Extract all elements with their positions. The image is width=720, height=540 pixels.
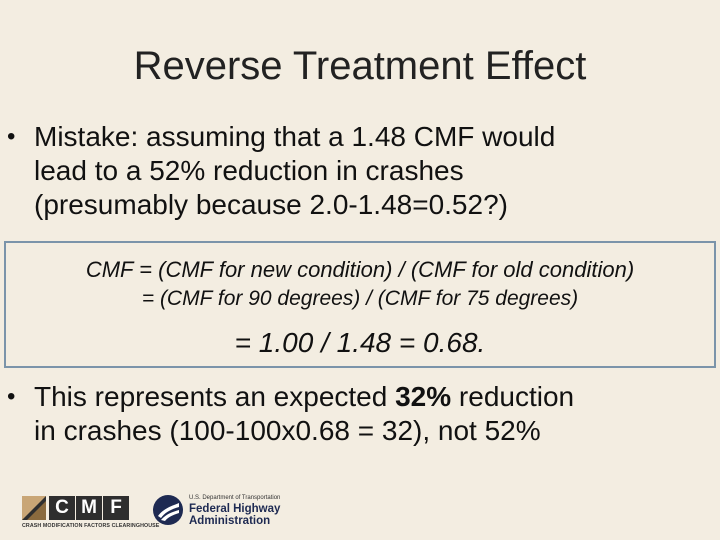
slide-title: Reverse Treatment Effect <box>133 44 587 88</box>
bullet-text: reduction <box>451 381 575 412</box>
bullet-result: • This represents an expected 32% reduct… <box>7 380 694 448</box>
formula-line-2: = (CMF for 90 degrees) / (CMF for 75 deg… <box>141 287 579 310</box>
cmf-mark-icon <box>22 496 46 520</box>
cmf-letters: C M F <box>49 496 129 520</box>
fhwa-dept: U.S. Department of Transportation <box>189 495 281 501</box>
cmf-letter: F <box>103 496 129 520</box>
formula-line-3: = 1.00 / 1.48 = 0.68. <box>234 327 486 358</box>
bullet-text: This represents an expected <box>34 381 396 412</box>
bullet-line: in crashes (100-100x0.68 = 32), not 52% <box>34 415 541 446</box>
cmf-letter: M <box>76 496 102 520</box>
bullet-marker: • <box>7 123 16 150</box>
fhwa-emblem-icon <box>153 495 183 525</box>
bullet-line: lead to a 52% reduction in crashes <box>34 155 464 186</box>
emphasis-percent: 32% <box>395 381 452 412</box>
cmf-logo: C M F CRASH MODIFICATION FACTORS CLEARIN… <box>22 493 160 533</box>
bullet-line: (presumably because 2.0-1.48=0.52?) <box>34 189 508 220</box>
fhwa-name: Federal Highway Administration <box>189 503 280 527</box>
formula-line-1: CMF = (CMF for new condition) / (CMF for… <box>85 257 635 282</box>
formula-box: CMF = (CMF for new condition) / (CMF for… <box>4 241 716 368</box>
footer: C M F CRASH MODIFICATION FACTORS CLEARIN… <box>0 478 720 540</box>
bullet-line: This represents an expected 32% reductio… <box>34 380 694 414</box>
fhwa-name-line: Administration <box>189 515 271 527</box>
cmf-letter: C <box>49 496 75 520</box>
fhwa-logo: U.S. Department of Transportation Federa… <box>152 494 332 530</box>
cmf-subtitle: CRASH MODIFICATION FACTORS CLEARINGHOUSE <box>22 523 160 529</box>
bullet-line: Mistake: assuming that a 1.48 CMF would <box>34 121 556 152</box>
bullet-marker: • <box>7 383 16 410</box>
bullet-mistake: • Mistake: assuming that a 1.48 CMF woul… <box>7 120 694 222</box>
fhwa-name-line: Federal Highway <box>189 503 281 515</box>
